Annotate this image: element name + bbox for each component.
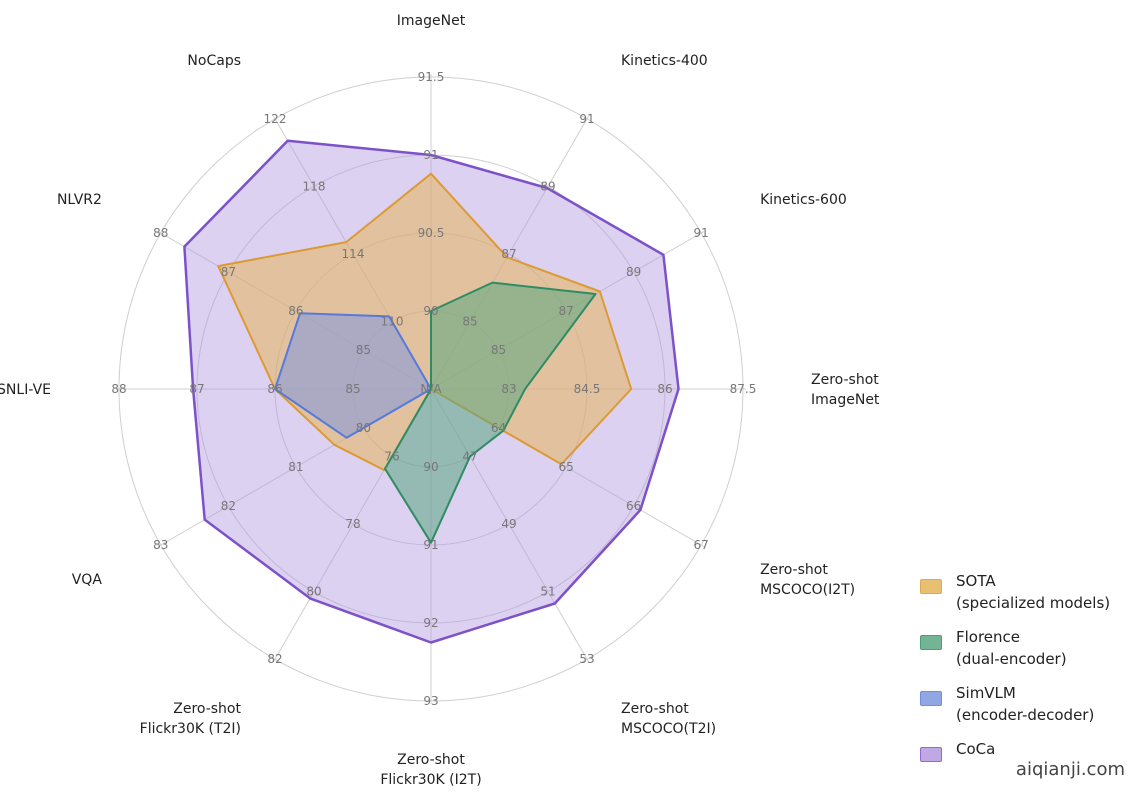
legend-label-sota-2: (specialized models) [956, 594, 1111, 612]
legend-label-sota-1: SOTA [956, 572, 996, 590]
tick-zero-shot-flickr30k-i2t-1: 90 [423, 460, 438, 474]
tick-imagenet-1: 90 [423, 304, 438, 318]
tick-vqa-1: 80 [356, 421, 371, 435]
tick-kinetics-600-2: 87 [558, 304, 573, 318]
watermark: aiqianji.com [1015, 759, 1125, 780]
legend-swatch-simvlm [920, 691, 942, 706]
tick-zero-shot-flickr30k-i2t-3: 92 [423, 616, 438, 630]
tick-snli-ve-4: 88 [111, 382, 126, 396]
tick-zero-shot-mscoco-i2t-2: 65 [558, 460, 573, 474]
tick-zero-shot-flickr30k-t2i-3: 80 [306, 585, 321, 599]
center-label: N/A [420, 382, 442, 396]
axis-label-kinetics-600: Kinetics-600 [760, 192, 847, 208]
legend-label-coca-1: CoCa [956, 740, 996, 758]
legend-label-florence-2: (dual-encoder) [956, 650, 1067, 668]
tick-imagenet-4: 91.5 [418, 70, 445, 84]
tick-snli-ve-3: 87 [189, 382, 204, 396]
axis-label-zero-shot-mscoco-i2t: Zero-shot MSCOCO(I2T) [760, 562, 855, 598]
axis-label-zero-shot-imagenet: Zero-shot ImageNet [811, 372, 880, 408]
tick-nlvr2-2: 86 [288, 304, 303, 318]
tick-kinetics-600-4: 91 [694, 226, 709, 240]
axis-label-snli-ve: SNLI-VE [0, 382, 51, 398]
tick-zero-shot-mscoco-i2t-3: 66 [626, 499, 641, 513]
legend-item-simvlm: SimVLM (encoder-decoder) [920, 682, 1110, 726]
tick-zero-shot-imagenet-3: 86 [657, 382, 672, 396]
tick-nlvr2-4: 88 [153, 226, 168, 240]
legend-swatch-florence [920, 635, 942, 650]
axis-label-nlvr2: NLVR2 [57, 192, 102, 208]
tick-nocaps-3: 118 [303, 179, 326, 193]
legend: SOTA (specialized models) Florence (dual… [920, 570, 1110, 774]
legend-swatch-sota [920, 579, 942, 594]
tick-zero-shot-imagenet-1: 83 [501, 382, 516, 396]
axis-label-zero-shot-mscoco-t2i: Zero-shot MSCOCO(T2I) [621, 701, 716, 737]
tick-kinetics-400-2: 87 [501, 247, 516, 261]
legend-label-simvlm-1: SimVLM [956, 684, 1016, 702]
series-simvlm-polygon [274, 312, 432, 439]
tick-snli-ve-2: 86 [267, 382, 282, 396]
tick-imagenet-3: 91 [423, 148, 438, 162]
legend-item-florence: Florence (dual-encoder) [920, 626, 1110, 670]
tick-zero-shot-imagenet-4: 87.5 [730, 382, 757, 396]
axis-label-zero-shot-flickr30k-i2t: Zero-shot Flickr30K (I2T) [380, 752, 481, 788]
tick-nocaps-4: 122 [264, 112, 287, 126]
tick-kinetics-400-1: 85 [462, 314, 477, 328]
tick-vqa-4: 83 [153, 538, 168, 552]
tick-zero-shot-mscoco-t2i-1: 47 [462, 450, 477, 464]
legend-label-florence-1: Florence [956, 628, 1021, 646]
tick-imagenet-2: 90.5 [418, 226, 445, 240]
tick-vqa-2: 81 [288, 460, 303, 474]
tick-vqa-3: 82 [221, 499, 236, 513]
tick-kinetics-400-4: 91 [579, 112, 594, 126]
tick-zero-shot-mscoco-t2i-3: 51 [540, 585, 555, 599]
tick-nlvr2-3: 87 [221, 265, 236, 279]
tick-nocaps-1: 110 [381, 314, 404, 328]
tick-nocaps-2: 114 [342, 247, 365, 261]
tick-zero-shot-flickr30k-i2t-2: 91 [423, 538, 438, 552]
axis-label-imagenet: ImageNet [397, 13, 466, 29]
tick-nlvr2-1: 85 [356, 343, 371, 357]
tick-zero-shot-imagenet-2: 84.5 [574, 382, 601, 396]
legend-label-simvlm-2: (encoder-decoder) [956, 706, 1095, 724]
tick-snli-ve-1: 85 [345, 382, 360, 396]
series-florence-polygon [384, 281, 597, 544]
axis-label-kinetics-400: Kinetics-400 [621, 53, 708, 69]
tick-zero-shot-flickr30k-i2t-4: 93 [423, 694, 438, 708]
tick-zero-shot-flickr30k-t2i-1: 76 [384, 450, 399, 464]
tick-zero-shot-mscoco-i2t-1: 64 [491, 421, 506, 435]
tick-kinetics-600-1: 85 [491, 343, 506, 357]
axis-label-zero-shot-flickr30k-t2i: Zero-shot Flickr30K (T2I) [140, 701, 242, 737]
tick-zero-shot-mscoco-i2t-4: 67 [694, 538, 709, 552]
tick-zero-shot-flickr30k-t2i-2: 78 [345, 517, 360, 531]
legend-item-sota: SOTA (specialized models) [920, 570, 1110, 614]
tick-kinetics-600-3: 89 [626, 265, 641, 279]
legend-item-coca: CoCa [920, 738, 1110, 762]
tick-zero-shot-mscoco-t2i-4: 53 [579, 652, 594, 666]
tick-zero-shot-flickr30k-t2i-4: 82 [267, 652, 282, 666]
legend-swatch-coca [920, 747, 942, 762]
tick-kinetics-400-3: 89 [540, 179, 555, 193]
tick-zero-shot-mscoco-t2i-2: 49 [501, 517, 516, 531]
axis-label-vqa: VQA [72, 572, 103, 588]
axis-label-nocaps: NoCaps [187, 53, 241, 69]
